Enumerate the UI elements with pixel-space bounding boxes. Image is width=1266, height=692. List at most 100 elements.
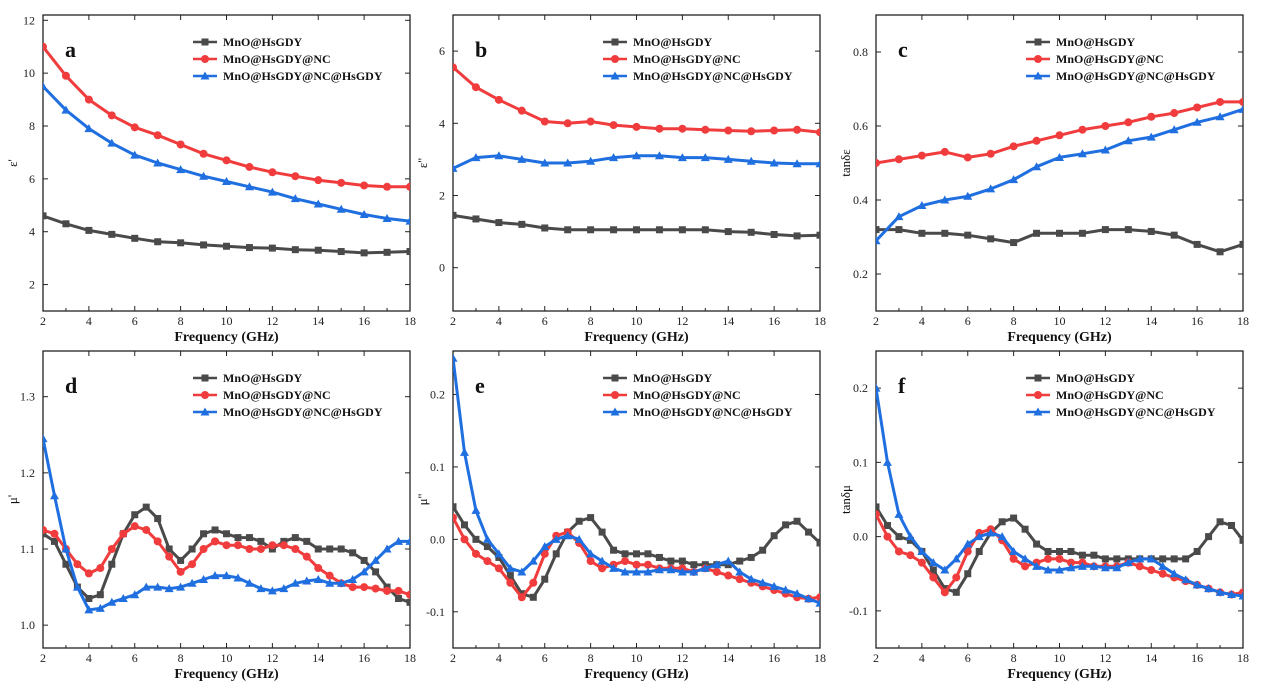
legend-label: MnO@HsGDY bbox=[1056, 35, 1136, 49]
data-point bbox=[267, 586, 277, 595]
x-axis-label: Frequency (GHz) bbox=[1007, 667, 1112, 682]
data-point bbox=[781, 585, 791, 594]
x-tick-label: 18 bbox=[404, 651, 416, 665]
data-point bbox=[529, 593, 537, 601]
data-point bbox=[360, 583, 369, 592]
data-point bbox=[655, 553, 663, 561]
data-point bbox=[326, 545, 334, 553]
data-point bbox=[348, 574, 358, 583]
data-point bbox=[1159, 555, 1167, 563]
data-point bbox=[505, 563, 515, 572]
x-tick-label: 8 bbox=[178, 651, 184, 665]
y-axis-label: μ'' bbox=[415, 494, 430, 506]
data-point bbox=[405, 216, 410, 225]
data-point bbox=[816, 231, 820, 239]
data-point bbox=[876, 503, 880, 511]
data-point bbox=[131, 511, 139, 519]
x-tick-label: 6 bbox=[965, 651, 971, 665]
data-point bbox=[394, 536, 404, 545]
data-point bbox=[1009, 142, 1018, 151]
data-point bbox=[564, 226, 572, 234]
data-point bbox=[130, 150, 140, 159]
series-MnO@HsGDY bbox=[453, 211, 820, 240]
data-point bbox=[471, 153, 481, 162]
data-point bbox=[483, 543, 491, 551]
data-point bbox=[1033, 540, 1041, 548]
data-point bbox=[643, 567, 653, 576]
y-tick-label: 8 bbox=[29, 119, 35, 133]
x-tick-label: 2 bbox=[40, 314, 46, 328]
data-point bbox=[632, 560, 641, 569]
data-point bbox=[1147, 112, 1156, 121]
x-tick-label: 14 bbox=[722, 651, 734, 665]
data-point bbox=[291, 545, 300, 553]
x-tick-label: 16 bbox=[358, 651, 370, 665]
data-point bbox=[199, 574, 209, 583]
x-tick-label: 16 bbox=[768, 651, 780, 665]
data-point bbox=[245, 162, 254, 171]
panel-d: 2 4 6 8 10 12 14 16 18 1.0 1.1 1.2 1.3 Frequency (GHz… bbox=[5, 350, 416, 682]
data-point bbox=[62, 220, 70, 228]
legend-marker bbox=[201, 55, 209, 63]
x-tick-label: 8 bbox=[1011, 314, 1017, 328]
data-point bbox=[176, 165, 186, 174]
data-point bbox=[279, 541, 288, 550]
data-point bbox=[314, 246, 322, 254]
y-tick-label: 0.8 bbox=[853, 45, 868, 59]
data-point bbox=[1055, 554, 1064, 563]
data-point bbox=[483, 557, 492, 566]
series-MnO@HsGDY bbox=[43, 503, 410, 606]
data-point bbox=[1077, 561, 1087, 570]
x-tick-label: 6 bbox=[132, 651, 138, 665]
data-point bbox=[1135, 562, 1144, 571]
data-point bbox=[575, 517, 583, 525]
data-point bbox=[917, 558, 926, 567]
data-point bbox=[153, 537, 162, 546]
data-point bbox=[586, 557, 595, 566]
data-point bbox=[747, 228, 755, 236]
data-point bbox=[1066, 558, 1075, 567]
x-axis-label: Frequency (GHz) bbox=[174, 330, 279, 345]
x-axis-label: Frequency (GHz) bbox=[584, 330, 689, 345]
data-point bbox=[998, 518, 1006, 526]
x-tick-label: 10 bbox=[631, 651, 643, 665]
data-point bbox=[1146, 554, 1156, 563]
x-tick-label: 6 bbox=[542, 651, 548, 665]
data-point bbox=[84, 124, 94, 133]
data-point bbox=[244, 578, 254, 587]
data-point bbox=[107, 597, 117, 606]
data-point bbox=[495, 219, 503, 227]
data-point bbox=[883, 521, 891, 529]
y-tick-label: 0 bbox=[439, 261, 445, 275]
data-point bbox=[406, 598, 410, 606]
x-tick-label: 4 bbox=[86, 314, 92, 328]
data-point bbox=[632, 567, 641, 576]
x-tick-label: 12 bbox=[266, 651, 278, 665]
data-point bbox=[494, 151, 504, 160]
x-tick-label: 10 bbox=[1054, 314, 1066, 328]
data-point bbox=[529, 578, 538, 587]
data-point bbox=[1044, 547, 1052, 555]
x-tick-label: 14 bbox=[1145, 314, 1157, 328]
legend-marker bbox=[1033, 407, 1043, 416]
data-point bbox=[1123, 558, 1133, 567]
data-point bbox=[1078, 229, 1086, 237]
x-axis-label: Frequency (GHz) bbox=[174, 667, 279, 682]
legend: MnO@HsGDY MnO@HsGDY@NC MnO@HsGDY@NC@HsGDY bbox=[603, 35, 793, 83]
legend-marker bbox=[1034, 55, 1042, 63]
legend-label: MnO@HsGDY bbox=[1056, 371, 1136, 385]
data-point bbox=[598, 564, 607, 573]
panel-letter: c bbox=[898, 37, 908, 62]
data-point bbox=[371, 584, 380, 593]
legend-label: MnO@HsGDY@NC bbox=[1056, 52, 1164, 66]
legend: MnO@HsGDY MnO@HsGDY@NC MnO@HsGDY@NC@HsGDY bbox=[193, 35, 383, 83]
data-point bbox=[460, 535, 469, 544]
data-point bbox=[164, 584, 174, 593]
legend-label: MnO@HsGDY bbox=[223, 371, 303, 385]
data-point bbox=[49, 491, 59, 500]
data-point bbox=[816, 539, 820, 547]
data-point bbox=[453, 503, 457, 511]
data-point bbox=[1020, 554, 1030, 563]
data-point bbox=[1032, 136, 1041, 145]
y-axis-label: tanδε bbox=[838, 149, 853, 177]
